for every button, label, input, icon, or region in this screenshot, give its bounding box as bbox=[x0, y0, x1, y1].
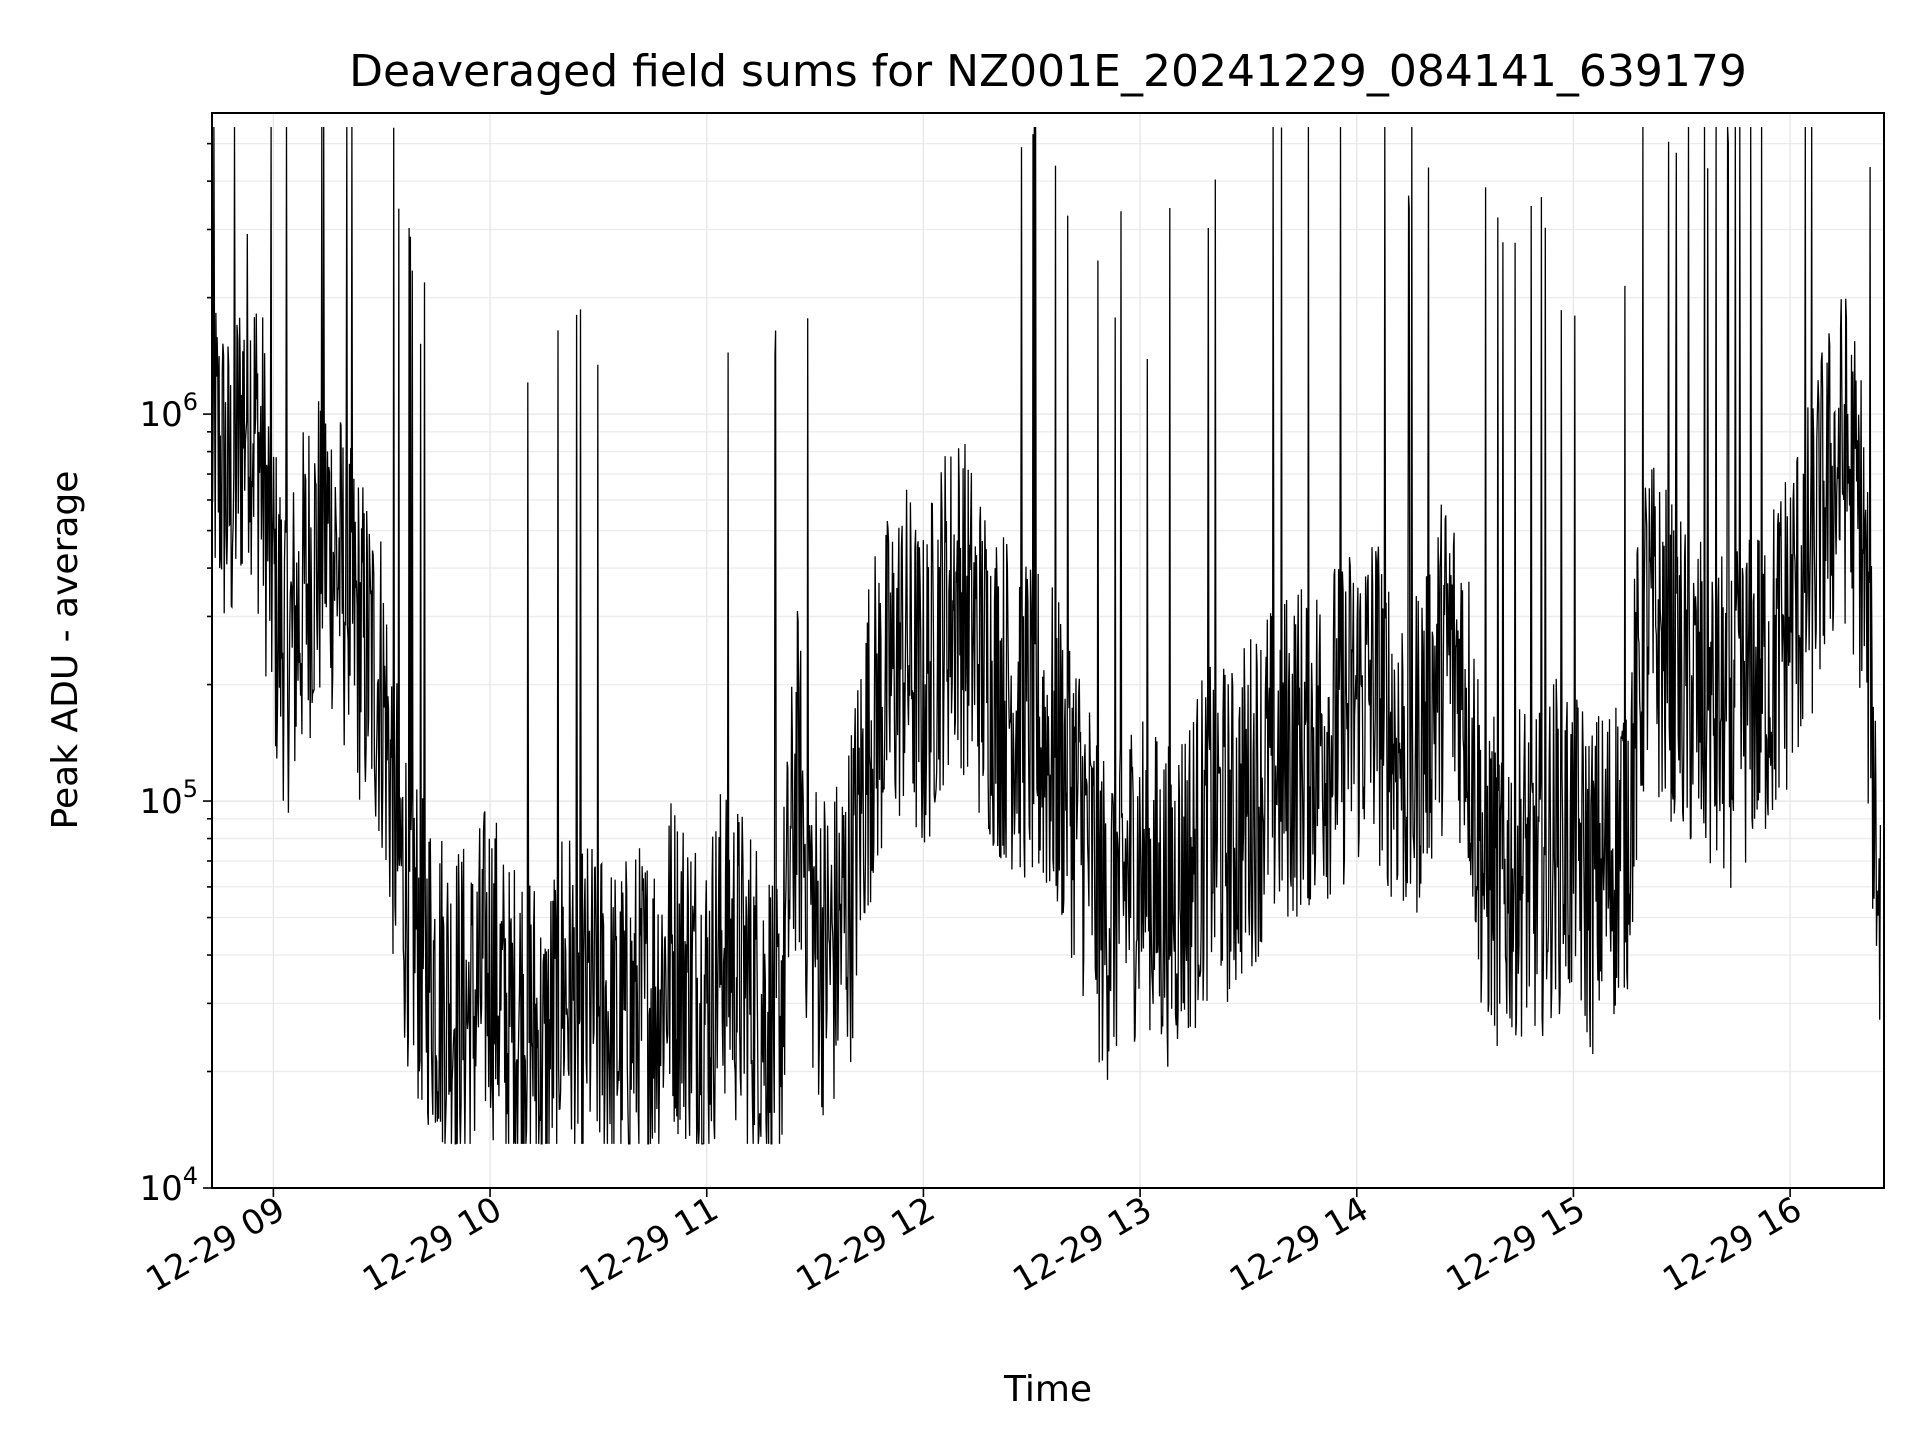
y-tick-label: 105 bbox=[139, 775, 198, 822]
x-tick-label: 12-29 10 bbox=[356, 1189, 508, 1300]
x-tick-label: 12-29 16 bbox=[1656, 1189, 1808, 1300]
x-tick-label: 12-29 13 bbox=[1006, 1189, 1158, 1300]
x-axis: 12-29 09 12-29 10 12-29 11 12-29 12 12-29 13… bbox=[139, 1188, 1809, 1300]
y-axis-label: Peak ADU - average bbox=[45, 471, 86, 830]
plot-frame bbox=[211, 112, 1885, 1189]
x-tick-label: 12-29 14 bbox=[1223, 1189, 1375, 1300]
y-tick-label: 106 bbox=[139, 388, 198, 435]
y-axis: 104 105 106 bbox=[139, 142, 212, 1209]
x-tick-label: 12-29 15 bbox=[1440, 1189, 1592, 1300]
series-line bbox=[211, 126, 1882, 1145]
x-axis-label: Time bbox=[1003, 1369, 1092, 1410]
y-tick-label: 104 bbox=[139, 1162, 198, 1209]
chart-title: Deaveraged field sums for NZ001E_2024122… bbox=[349, 46, 1747, 97]
x-tick-label: 12-29 11 bbox=[573, 1189, 725, 1300]
x-tick-label: 12-29 12 bbox=[790, 1189, 942, 1300]
